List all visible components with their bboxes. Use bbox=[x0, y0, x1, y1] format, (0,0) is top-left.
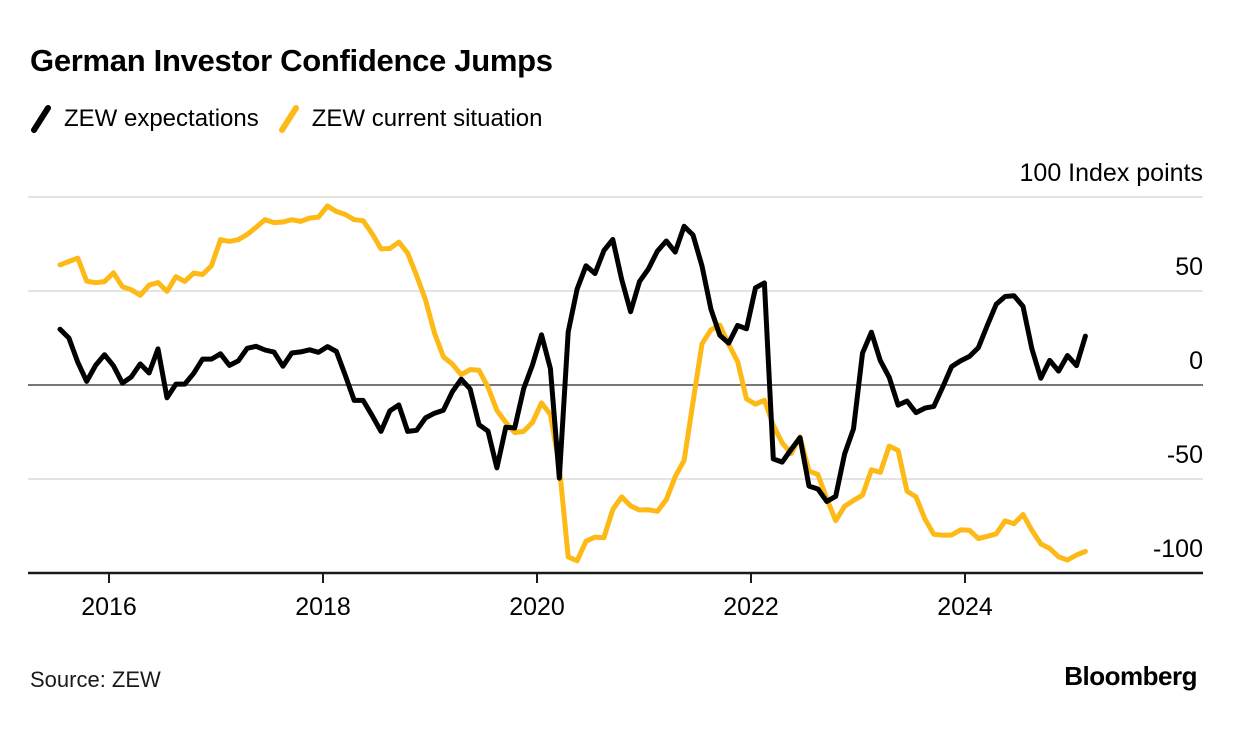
legend-slash-stroke bbox=[31, 105, 51, 133]
legend-label-expectations: ZEW expectations bbox=[64, 105, 259, 132]
x-axis-label-2020: 2020 bbox=[509, 593, 565, 621]
legend-item-expectations: ZEW expectations bbox=[30, 105, 259, 133]
source-label: Source: ZEW bbox=[30, 667, 161, 692]
legend: ZEW expectations ZEW current situation bbox=[30, 105, 543, 133]
legend-label-current-situation: ZEW current situation bbox=[311, 105, 543, 132]
x-axis-label-2024: 2024 bbox=[937, 593, 993, 621]
x-axis-label-2016: 2016 bbox=[81, 593, 137, 621]
chart-canvas: 100 Index points 50 0 -50 -100 2016 2018 2020 20… bbox=[28, 159, 1203, 621]
y-axis-label--50: -50 bbox=[1167, 441, 1203, 469]
legend-slash-current-situation-icon bbox=[278, 105, 299, 133]
series-line-zew-current-situation bbox=[57, 203, 1088, 564]
x-axis-label-2018: 2018 bbox=[295, 593, 351, 621]
y-axis-label-50: 50 bbox=[1175, 253, 1203, 281]
y-axis-label--100: -100 bbox=[1153, 535, 1203, 563]
bloomberg-logo: Bloomberg bbox=[1064, 661, 1197, 691]
legend-slash-expectations-icon bbox=[31, 105, 51, 133]
x-axis-label-2022: 2022 bbox=[723, 593, 779, 621]
y-axis-label-100: 100 Index points bbox=[1020, 159, 1203, 187]
y-axis-label-0: 0 bbox=[1189, 347, 1203, 375]
series-line-zew-expectations bbox=[57, 223, 1088, 504]
legend-item-current-situation: ZEW current situation bbox=[278, 105, 543, 133]
chart-title: German Investor Confidence Jumps bbox=[30, 43, 553, 78]
legend-slash-stroke bbox=[278, 105, 299, 133]
